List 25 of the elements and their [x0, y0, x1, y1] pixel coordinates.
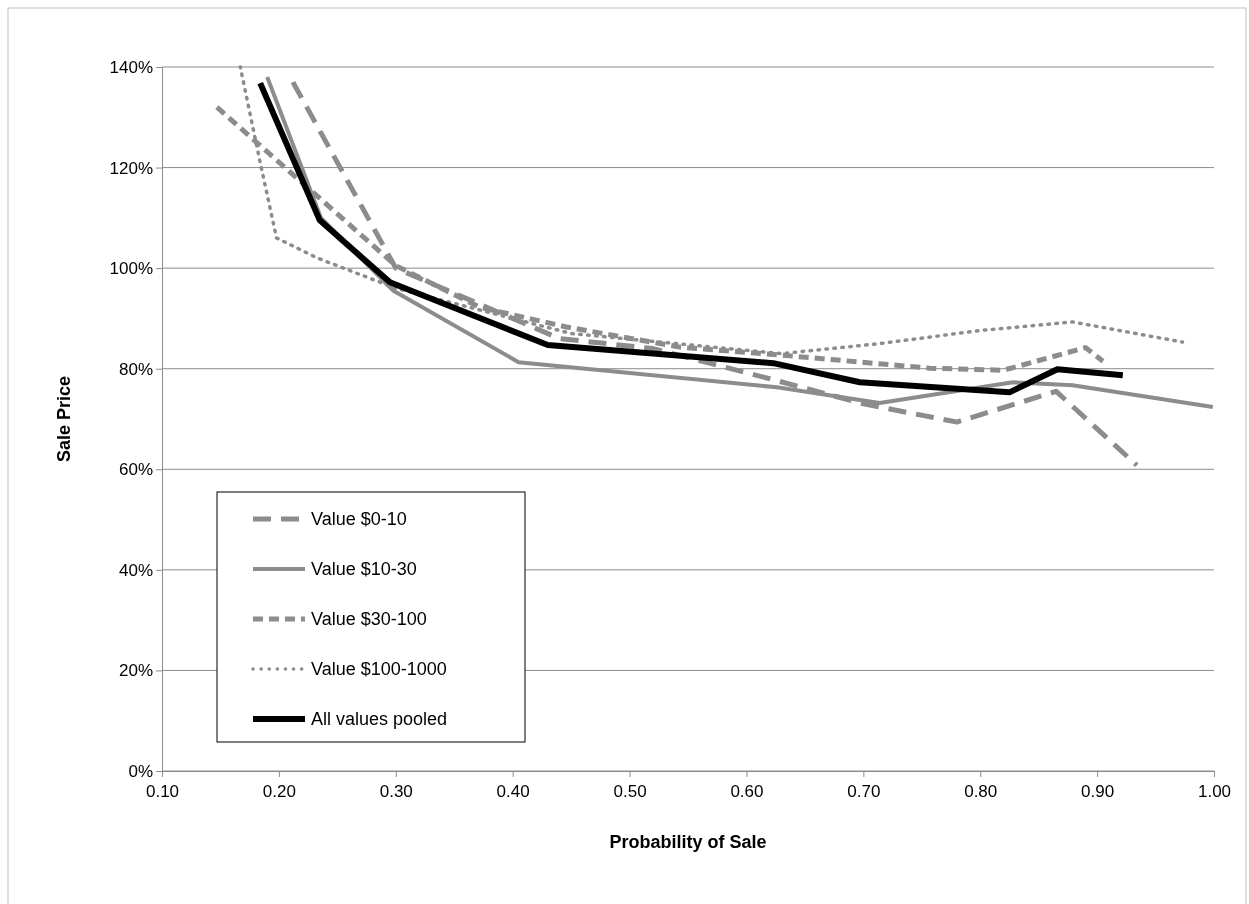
- y-tick-label: 100%: [109, 259, 153, 279]
- x-tick-label: 1.00: [1197, 782, 1232, 801]
- x-tick-label: 0.20: [262, 782, 296, 801]
- x-tick-label: 0.70: [847, 782, 881, 801]
- legend-label: Value $100-1000: [311, 659, 447, 679]
- y-tick-label: 120%: [109, 158, 153, 178]
- x-tick-label: 0.60: [730, 782, 764, 801]
- legend-label: Value $30-100: [311, 609, 427, 629]
- x-tick-label: 0.50: [613, 782, 647, 801]
- x-tick-label: 0.90: [1081, 782, 1115, 801]
- y-tick-label: 20%: [118, 661, 153, 681]
- y-tick-label: 80%: [118, 359, 153, 379]
- x-tick-label: 0.80: [964, 782, 998, 801]
- x-tick-label: 0.40: [496, 782, 530, 801]
- x-axis-title: Probability of Sale: [609, 832, 767, 852]
- x-tick-label: 0.30: [379, 782, 413, 801]
- y-axis-title: Sale Price: [54, 375, 74, 463]
- legend-label: Value $0-10: [311, 509, 407, 529]
- y-tick-label: 0%: [128, 761, 153, 781]
- y-tick-label: 40%: [118, 560, 153, 580]
- legend-label: All values pooled: [311, 709, 448, 729]
- y-tick-label: 140%: [109, 57, 153, 77]
- legend-label: Value $10-30: [311, 559, 417, 579]
- x-tick-label: 0.10: [145, 782, 180, 801]
- y-tick-label: 60%: [118, 460, 153, 480]
